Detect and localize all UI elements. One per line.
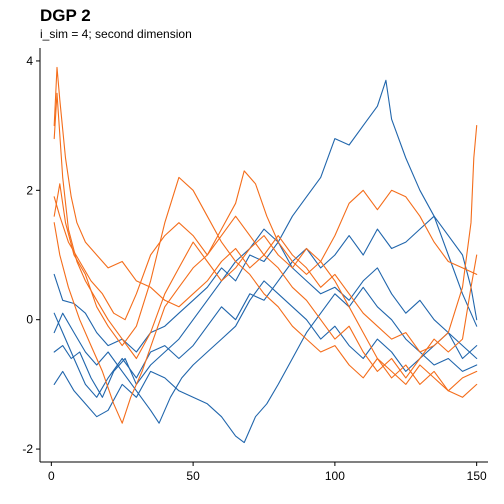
y-tick-label: 2 xyxy=(26,183,33,197)
series-line-2 xyxy=(54,80,477,397)
y-tick-label: 4 xyxy=(26,54,33,68)
chart-subtitle: i_sim = 4; second dimension xyxy=(40,27,192,41)
chart-title: DGP 2 xyxy=(40,6,91,25)
x-tick-label: 0 xyxy=(48,469,55,483)
series-line-6 xyxy=(54,67,477,352)
x-tick-label: 50 xyxy=(186,469,200,483)
x-tick-label: 100 xyxy=(325,469,345,483)
y-tick-label: -2 xyxy=(22,442,33,456)
series-line-5 xyxy=(54,281,477,423)
series-line-1 xyxy=(54,242,477,358)
series-line-9 xyxy=(54,171,477,320)
x-tick-label: 150 xyxy=(467,469,487,483)
series-layer xyxy=(54,67,477,442)
y-tick-label: 0 xyxy=(26,313,33,327)
